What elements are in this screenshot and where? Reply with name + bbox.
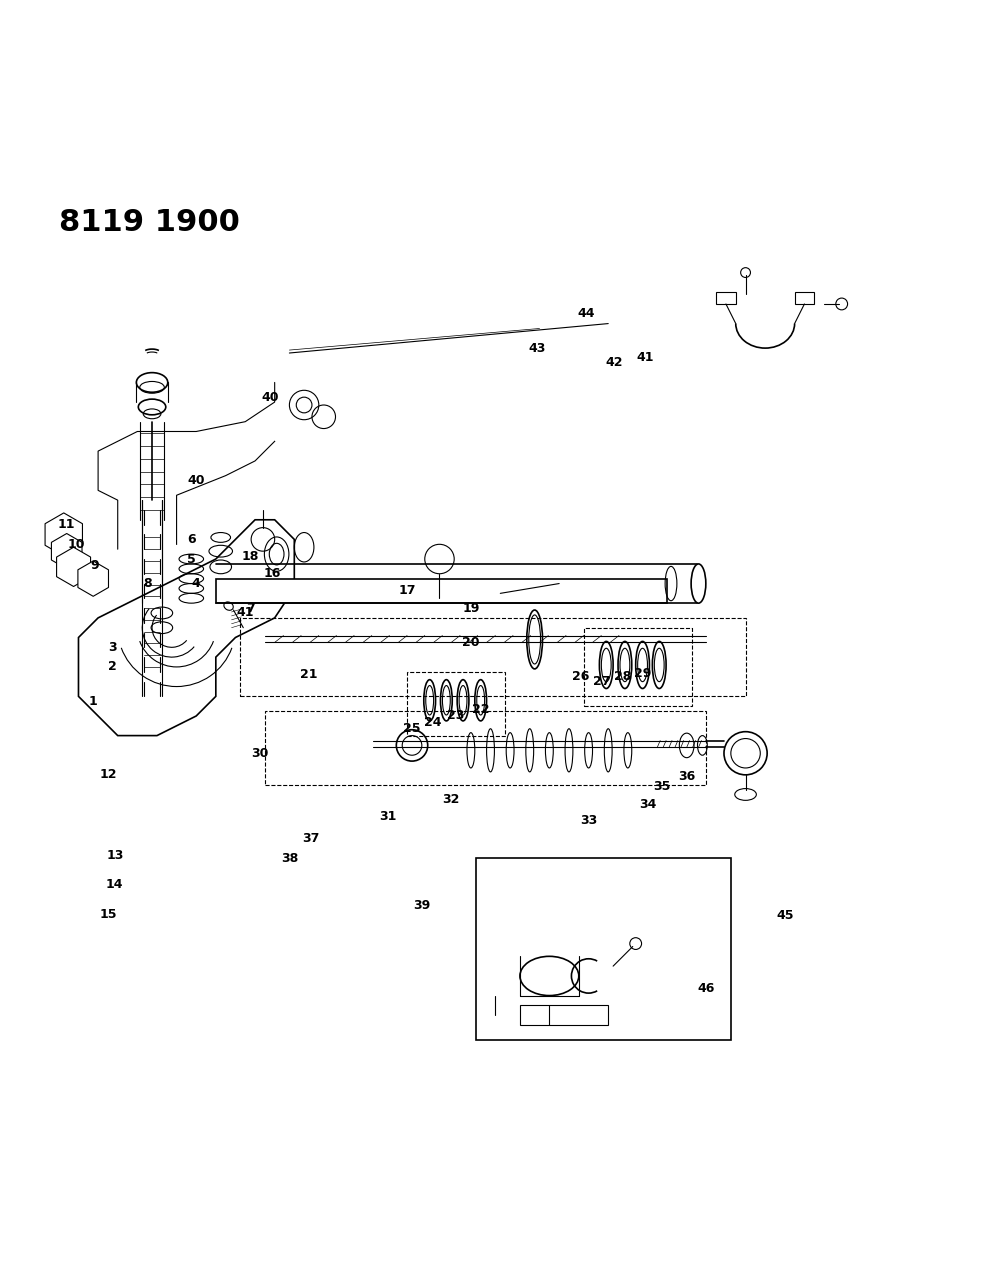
Text: 41: 41 bbox=[637, 352, 654, 365]
Bar bbox=[716, 292, 736, 303]
Text: 19: 19 bbox=[462, 602, 480, 615]
Text: 2: 2 bbox=[109, 660, 117, 673]
Text: 8: 8 bbox=[143, 578, 151, 590]
Text: 31: 31 bbox=[379, 810, 396, 822]
Text: 5: 5 bbox=[187, 552, 195, 566]
Text: 36: 36 bbox=[678, 770, 696, 783]
Text: 22: 22 bbox=[472, 703, 490, 715]
Text: 12: 12 bbox=[99, 769, 117, 782]
Text: 26: 26 bbox=[572, 671, 590, 683]
Text: 1: 1 bbox=[89, 695, 97, 708]
Text: 32: 32 bbox=[442, 793, 460, 806]
Text: 8119 1900: 8119 1900 bbox=[59, 208, 239, 237]
Text: 10: 10 bbox=[68, 538, 85, 551]
Text: 37: 37 bbox=[302, 833, 320, 845]
Text: 3: 3 bbox=[109, 641, 117, 654]
Polygon shape bbox=[77, 561, 109, 597]
Text: 25: 25 bbox=[403, 722, 421, 736]
Bar bbox=[520, 1006, 608, 1025]
Text: 27: 27 bbox=[593, 676, 610, 688]
Polygon shape bbox=[51, 533, 82, 569]
Text: 42: 42 bbox=[605, 356, 623, 370]
Polygon shape bbox=[78, 520, 294, 736]
Text: 14: 14 bbox=[106, 878, 124, 891]
Polygon shape bbox=[216, 579, 667, 603]
Text: 40: 40 bbox=[261, 390, 279, 404]
Bar bbox=[476, 858, 731, 1039]
Text: 13: 13 bbox=[106, 849, 124, 862]
Text: 15: 15 bbox=[99, 908, 117, 921]
Text: 23: 23 bbox=[447, 709, 465, 723]
Text: 40: 40 bbox=[187, 474, 205, 487]
Text: 17: 17 bbox=[398, 584, 416, 597]
Text: 7: 7 bbox=[246, 602, 254, 615]
Text: 24: 24 bbox=[424, 717, 441, 729]
Text: 6: 6 bbox=[187, 533, 195, 546]
Text: 21: 21 bbox=[300, 668, 318, 681]
Text: 29: 29 bbox=[634, 667, 651, 681]
Text: 35: 35 bbox=[653, 780, 671, 793]
Text: 39: 39 bbox=[413, 899, 431, 912]
Text: 20: 20 bbox=[462, 636, 480, 649]
Text: 16: 16 bbox=[264, 567, 282, 580]
Text: 9: 9 bbox=[91, 560, 99, 572]
Text: 34: 34 bbox=[639, 798, 656, 811]
Text: 44: 44 bbox=[578, 307, 595, 320]
Text: 33: 33 bbox=[580, 815, 597, 827]
Text: 46: 46 bbox=[697, 982, 715, 996]
Polygon shape bbox=[57, 547, 90, 586]
Text: 4: 4 bbox=[192, 578, 200, 590]
Text: 28: 28 bbox=[614, 671, 632, 683]
Text: 11: 11 bbox=[58, 518, 76, 532]
Text: 30: 30 bbox=[251, 747, 269, 760]
Text: 18: 18 bbox=[241, 550, 259, 562]
Polygon shape bbox=[45, 513, 82, 556]
Text: 41: 41 bbox=[236, 607, 254, 620]
Text: 38: 38 bbox=[281, 852, 298, 864]
Text: 43: 43 bbox=[529, 342, 546, 354]
Bar bbox=[795, 292, 814, 303]
Text: 45: 45 bbox=[776, 909, 794, 922]
